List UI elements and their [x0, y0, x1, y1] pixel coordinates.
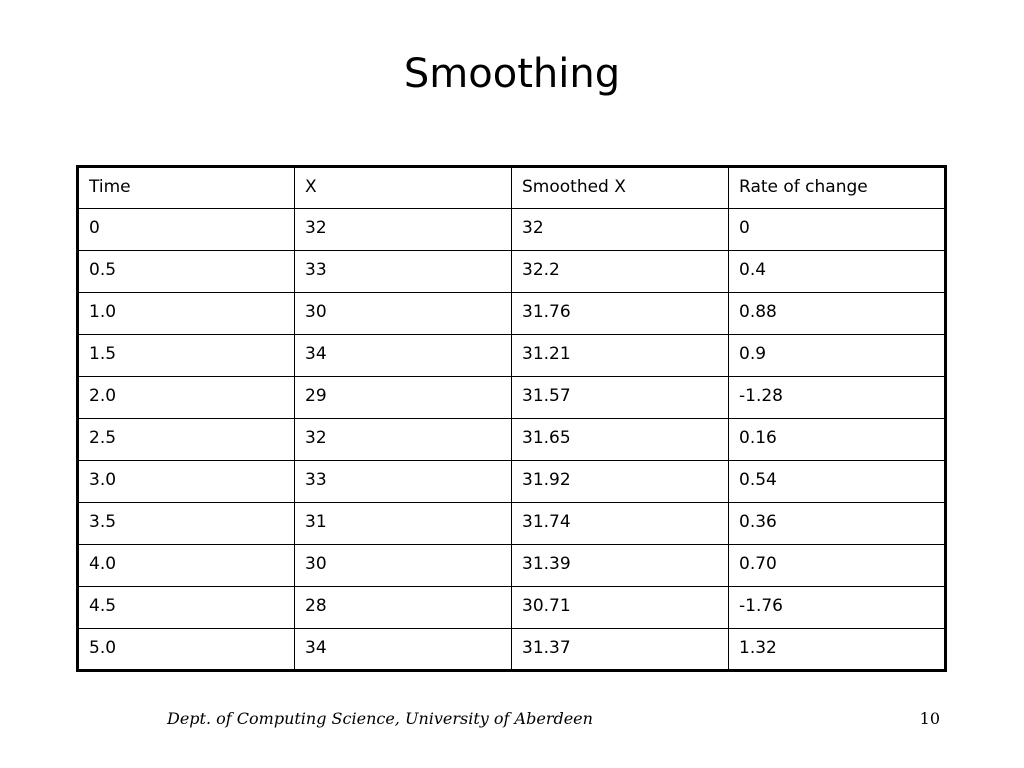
table-header-row: Time X Smoothed X Rate of change [77, 166, 946, 209]
cell-x: 34 [294, 628, 512, 671]
table-row: 2.5 32 31.65 0.16 [77, 418, 946, 461]
page-number: 10 [919, 709, 940, 728]
column-header-x: X [294, 166, 512, 209]
column-header-smoothed-x: Smoothed X [511, 166, 729, 209]
table-row: 3.5 31 31.74 0.36 [77, 502, 946, 545]
cell-rate-of-change: 0.88 [728, 292, 946, 335]
cell-time: 4.0 [77, 544, 295, 587]
table-row: 0 32 32 0 [77, 208, 946, 251]
table-row: 1.5 34 31.21 0.9 [77, 334, 946, 377]
cell-x: 34 [294, 334, 512, 377]
slide-title: Smoothing [403, 51, 621, 97]
cell-x: 29 [294, 376, 512, 419]
cell-time: 0 [77, 208, 295, 251]
cell-x: 30 [294, 544, 512, 587]
cell-rate-of-change: 1.32 [728, 628, 946, 671]
footer-text: Dept. of Computing Science, University o… [167, 709, 593, 728]
cell-smoothed-x: 31.74 [511, 502, 729, 545]
table-container: Time X Smoothed X Rate of change 0 32 32… [76, 165, 947, 672]
cell-time: 1.5 [77, 334, 295, 377]
cell-x: 33 [294, 460, 512, 503]
cell-smoothed-x: 32 [511, 208, 729, 251]
column-header-time: Time [77, 166, 295, 209]
cell-x: 31 [294, 502, 512, 545]
cell-time: 3.5 [77, 502, 295, 545]
cell-smoothed-x: 31.65 [511, 418, 729, 461]
table-row: 0.5 33 32.2 0.4 [77, 250, 946, 293]
cell-rate-of-change: 0 [728, 208, 946, 251]
cell-rate-of-change: 0.4 [728, 250, 946, 293]
column-header-rate-of-change: Rate of change [728, 166, 946, 209]
cell-rate-of-change: 0.9 [728, 334, 946, 377]
cell-rate-of-change: -1.28 [728, 376, 946, 419]
cell-time: 1.0 [77, 292, 295, 335]
table-row: 3.0 33 31.92 0.54 [77, 460, 946, 503]
cell-rate-of-change: -1.76 [728, 586, 946, 629]
cell-smoothed-x: 31.57 [511, 376, 729, 419]
table-row: 1.0 30 31.76 0.88 [77, 292, 946, 335]
cell-smoothed-x: 31.21 [511, 334, 729, 377]
cell-time: 2.0 [77, 376, 295, 419]
cell-rate-of-change: 0.36 [728, 502, 946, 545]
smoothing-table: Time X Smoothed X Rate of change 0 32 32… [76, 165, 947, 672]
table-row: 2.0 29 31.57 -1.28 [77, 376, 946, 419]
cell-smoothed-x: 30.71 [511, 586, 729, 629]
cell-x: 28 [294, 586, 512, 629]
table-row: 4.5 28 30.71 -1.76 [77, 586, 946, 629]
cell-time: 5.0 [77, 628, 295, 671]
cell-smoothed-x: 31.37 [511, 628, 729, 671]
cell-x: 32 [294, 208, 512, 251]
table-row: 5.0 34 31.37 1.32 [77, 628, 946, 671]
cell-time: 3.0 [77, 460, 295, 503]
cell-time: 4.5 [77, 586, 295, 629]
cell-x: 30 [294, 292, 512, 335]
cell-smoothed-x: 31.92 [511, 460, 729, 503]
cell-rate-of-change: 0.16 [728, 418, 946, 461]
cell-time: 2.5 [77, 418, 295, 461]
table-row: 4.0 30 31.39 0.70 [77, 544, 946, 587]
cell-x: 33 [294, 250, 512, 293]
cell-rate-of-change: 0.54 [728, 460, 946, 503]
cell-x: 32 [294, 418, 512, 461]
cell-smoothed-x: 32.2 [511, 250, 729, 293]
cell-smoothed-x: 31.39 [511, 544, 729, 587]
cell-smoothed-x: 31.76 [511, 292, 729, 335]
cell-rate-of-change: 0.70 [728, 544, 946, 587]
cell-time: 0.5 [77, 250, 295, 293]
